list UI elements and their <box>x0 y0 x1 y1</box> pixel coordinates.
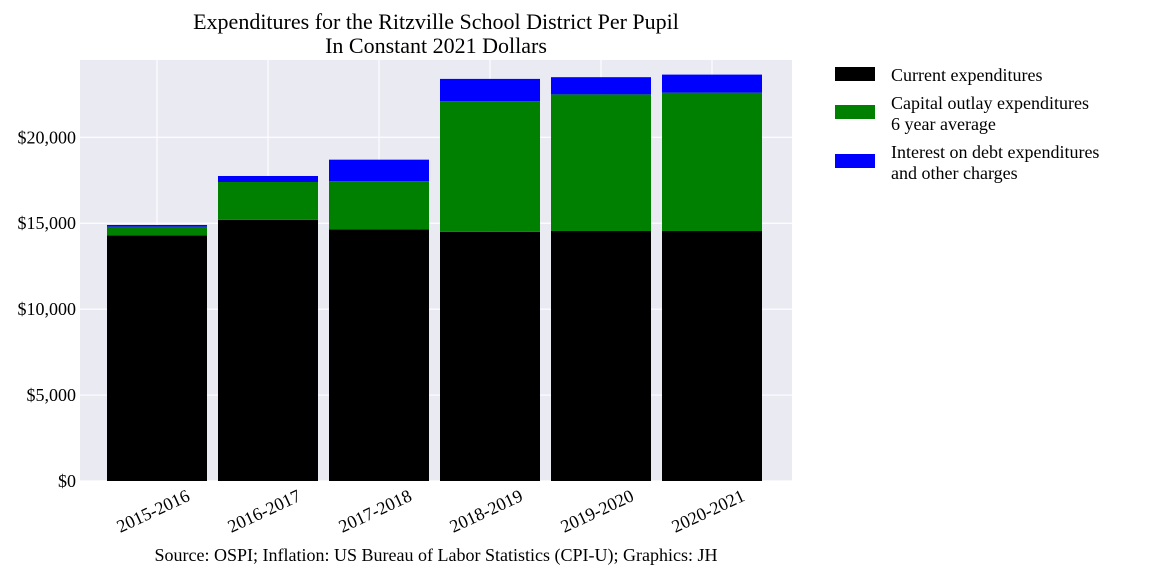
y-tick-label: $5,000 <box>27 385 77 405</box>
x-tick-label: 2019-2020 <box>558 485 637 536</box>
bar-capital-2016-2017 <box>218 182 318 220</box>
legend-label-line2: 6 year average <box>891 114 996 134</box>
x-tick-label: 2020-2021 <box>669 485 748 536</box>
bar-current-2019-2020 <box>551 230 651 481</box>
bar-current-2018-2019 <box>440 231 540 481</box>
legend-swatch <box>835 154 875 168</box>
legend-label: Capital outlay expenditures <box>891 93 1089 113</box>
bar-interest-2019-2020 <box>551 77 651 95</box>
y-tick-label: $20,000 <box>18 127 77 147</box>
bars-group <box>107 74 762 481</box>
x-axis-ticks: 2015-2016 2016-2017 2017-2018 2018-2019 2019… <box>114 485 748 536</box>
x-tick-label: 2015-2016 <box>114 485 193 536</box>
x-tick-label: 2018-2019 <box>447 485 526 536</box>
chart-title: Expenditures for the Ritzville School Di… <box>193 9 679 34</box>
legend-label: Current expenditures <box>891 65 1042 85</box>
bar-capital-2019-2020 <box>551 94 651 231</box>
bar-interest-2018-2019 <box>440 78 540 102</box>
bar-capital-2018-2019 <box>440 101 540 232</box>
bar-capital-2015-2016 <box>107 226 207 236</box>
y-tick-label: $10,000 <box>18 299 77 319</box>
legend-swatch <box>835 105 875 119</box>
bar-interest-2017-2018 <box>329 159 429 182</box>
x-tick-label: 2016-2017 <box>225 485 304 536</box>
bar-interest-2016-2017 <box>218 175 318 183</box>
y-tick-label: $15,000 <box>18 213 77 233</box>
bar-current-2016-2017 <box>218 219 318 481</box>
bar-current-2015-2016 <box>107 235 207 481</box>
legend-label: Interest on debt expenditures <box>891 142 1099 162</box>
bar-capital-2017-2018 <box>329 181 429 230</box>
legend-swatch <box>835 67 875 81</box>
chart-subtitle: In Constant 2021 Dollars <box>325 33 547 58</box>
y-tick-label: $0 <box>58 471 76 491</box>
x-tick-label: 2017-2018 <box>336 485 415 536</box>
bar-interest-2020-2021 <box>662 74 762 93</box>
bar-current-2017-2018 <box>329 229 429 481</box>
bar-interest-2015-2016 <box>107 224 207 227</box>
bar-current-2020-2021 <box>662 230 762 481</box>
bar-capital-2020-2021 <box>662 92 762 231</box>
legend-label-line2: and other charges <box>891 163 1018 183</box>
source-footer: Source: OSPI; Inflation: US Bureau of La… <box>155 545 718 566</box>
y-axis-ticks: $0 $5,000 $10,000 $15,000 $20,000 <box>18 127 77 491</box>
legend: Current expenditures Capital outlay expen… <box>835 65 1099 183</box>
